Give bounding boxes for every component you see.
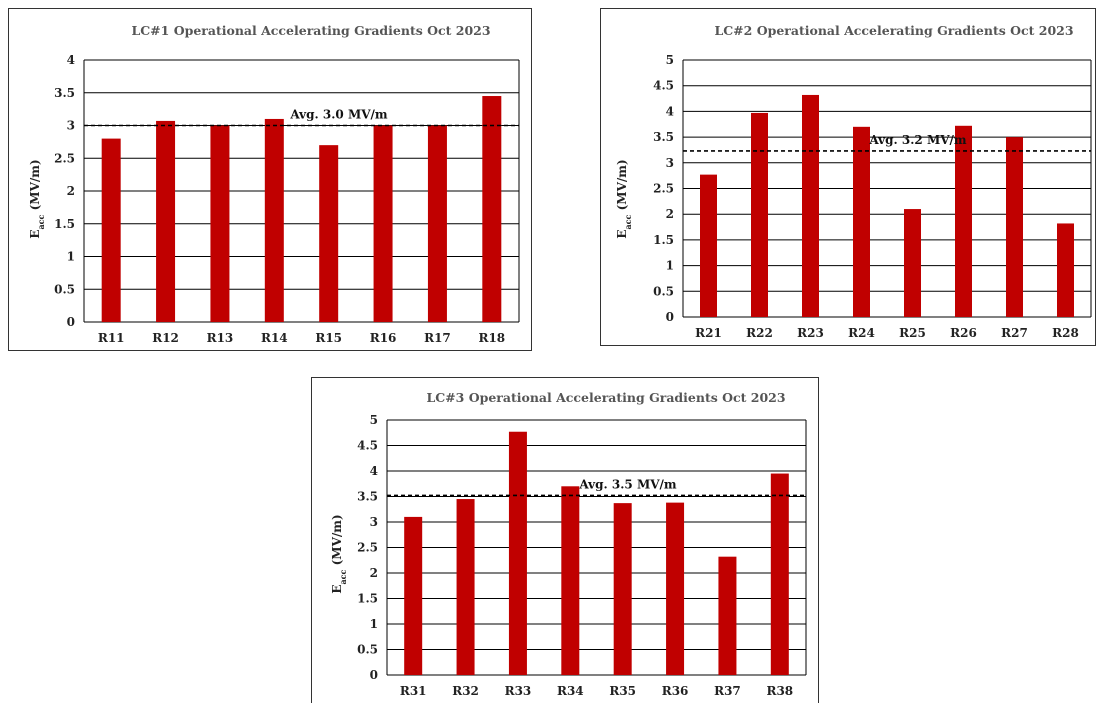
y-tick-label: 1.5: [54, 217, 75, 231]
bar-r34: [561, 486, 580, 675]
y-tick-label: 2.5: [357, 541, 378, 555]
bar-r35: [613, 503, 632, 675]
y-tick-label: 2.5: [653, 182, 674, 196]
bar-r23: [802, 94, 819, 318]
chart-lc2: LC#2 Operational Accelerating Gradients …: [615, 23, 1092, 340]
chart-title: LC#1 Operational Accelerating Gradients …: [131, 23, 490, 38]
y-tick-label: 2: [67, 184, 75, 198]
x-tick-label: R11: [98, 331, 125, 345]
x-tick-label: R12: [152, 331, 179, 345]
y-tick-label: 0.5: [357, 643, 378, 657]
y-tick-label: 0: [370, 668, 378, 682]
y-tick-label: 5: [666, 53, 674, 67]
x-tick-label: R35: [609, 684, 636, 698]
bar-r21: [700, 174, 717, 317]
bar-r13: [210, 125, 230, 322]
x-tick-label: R13: [207, 331, 234, 345]
y-tick-label: 4: [370, 464, 378, 478]
y-tick-label: 2: [666, 207, 674, 221]
x-tick-label: R24: [848, 326, 875, 340]
x-tick-label: R17: [424, 331, 451, 345]
bar-r11: [101, 138, 121, 322]
bar-r32: [456, 499, 475, 675]
bar-r25: [904, 209, 921, 317]
average-label: Avg. 3.2 MV/m: [868, 133, 967, 147]
x-tick-label: R32: [452, 684, 479, 698]
bar-r36: [666, 502, 685, 675]
bar-r37: [718, 556, 737, 675]
bar-r18: [482, 96, 502, 323]
chart-lc3: LC#3 Operational Accelerating Gradients …: [330, 390, 807, 698]
chart-panel-lc2: LC#2 Operational Accelerating Gradients …: [600, 8, 1096, 346]
bar-r16: [373, 125, 393, 322]
x-tick-label: R34: [557, 684, 584, 698]
x-tick-label: R37: [714, 684, 741, 698]
bar-r17: [427, 125, 447, 322]
bar-r22: [751, 112, 768, 317]
average-label: Avg. 3.5 MV/m: [578, 477, 677, 491]
y-tick-label: 1: [370, 617, 378, 631]
chart-panel-lc3: LC#3 Operational Accelerating Gradients …: [311, 377, 819, 703]
chart-panel-lc1: LC#1 Operational Accelerating Gradients …: [8, 8, 532, 351]
y-axis-label: Eacc (MV/m): [28, 159, 46, 238]
y-tick-label: 4: [666, 104, 674, 118]
x-tick-label: R33: [505, 684, 532, 698]
chart-lc1: LC#1 Operational Accelerating Gradients …: [28, 23, 520, 345]
bar-r33: [508, 431, 527, 675]
y-tick-label: 4: [67, 53, 75, 67]
x-tick-label: R21: [695, 326, 722, 340]
bar-r38: [770, 473, 789, 675]
x-tick-label: R38: [766, 684, 793, 698]
x-tick-label: R22: [746, 326, 773, 340]
x-tick-label: R14: [261, 331, 288, 345]
chart-title: LC#2 Operational Accelerating Gradients …: [714, 23, 1073, 38]
y-tick-label: 3: [370, 515, 378, 529]
y-tick-label: 1: [666, 259, 674, 273]
y-tick-label: 1: [67, 250, 75, 264]
bar-r26: [955, 125, 972, 318]
y-tick-label: 3: [67, 119, 75, 133]
x-tick-label: R16: [370, 331, 397, 345]
y-tick-label: 1.5: [653, 233, 674, 247]
bar-r15: [319, 145, 339, 322]
y-tick-label: 0.5: [54, 282, 75, 296]
bar-r12: [156, 120, 176, 322]
y-tick-label: 4.5: [357, 439, 378, 453]
y-tick-label: 3.5: [653, 130, 674, 144]
y-tick-label: 0.5: [653, 284, 674, 298]
x-tick-label: R26: [950, 326, 977, 340]
bar-r14: [264, 118, 284, 322]
y-tick-label: 5: [370, 413, 378, 427]
x-tick-label: R36: [662, 684, 689, 698]
y-tick-label: 3.5: [54, 86, 75, 100]
y-axis-label: Eacc (MV/m): [330, 514, 348, 593]
y-tick-label: 2: [370, 566, 378, 580]
x-tick-label: R25: [899, 326, 926, 340]
y-tick-label: 2.5: [54, 151, 75, 165]
bar-r27: [1006, 137, 1023, 317]
x-tick-label: R18: [478, 331, 505, 345]
bar-r28: [1057, 223, 1074, 317]
bar-r24: [853, 126, 870, 317]
y-tick-label: 1.5: [357, 592, 378, 606]
average-label: Avg. 3.0 MV/m: [289, 108, 388, 122]
y-tick-label: 4.5: [653, 79, 674, 93]
chart-title: LC#3 Operational Accelerating Gradients …: [426, 390, 785, 405]
x-tick-label: R23: [797, 326, 824, 340]
x-tick-label: R31: [400, 684, 427, 698]
y-tick-label: 3.5: [357, 490, 378, 504]
y-tick-label: 0: [666, 310, 674, 324]
x-tick-label: R28: [1052, 326, 1079, 340]
bar-r31: [404, 516, 423, 675]
y-tick-label: 3: [666, 156, 674, 170]
x-tick-label: R15: [315, 331, 342, 345]
y-axis-label: Eacc (MV/m): [615, 159, 633, 238]
y-tick-label: 0: [67, 315, 75, 329]
x-tick-label: R27: [1001, 326, 1028, 340]
